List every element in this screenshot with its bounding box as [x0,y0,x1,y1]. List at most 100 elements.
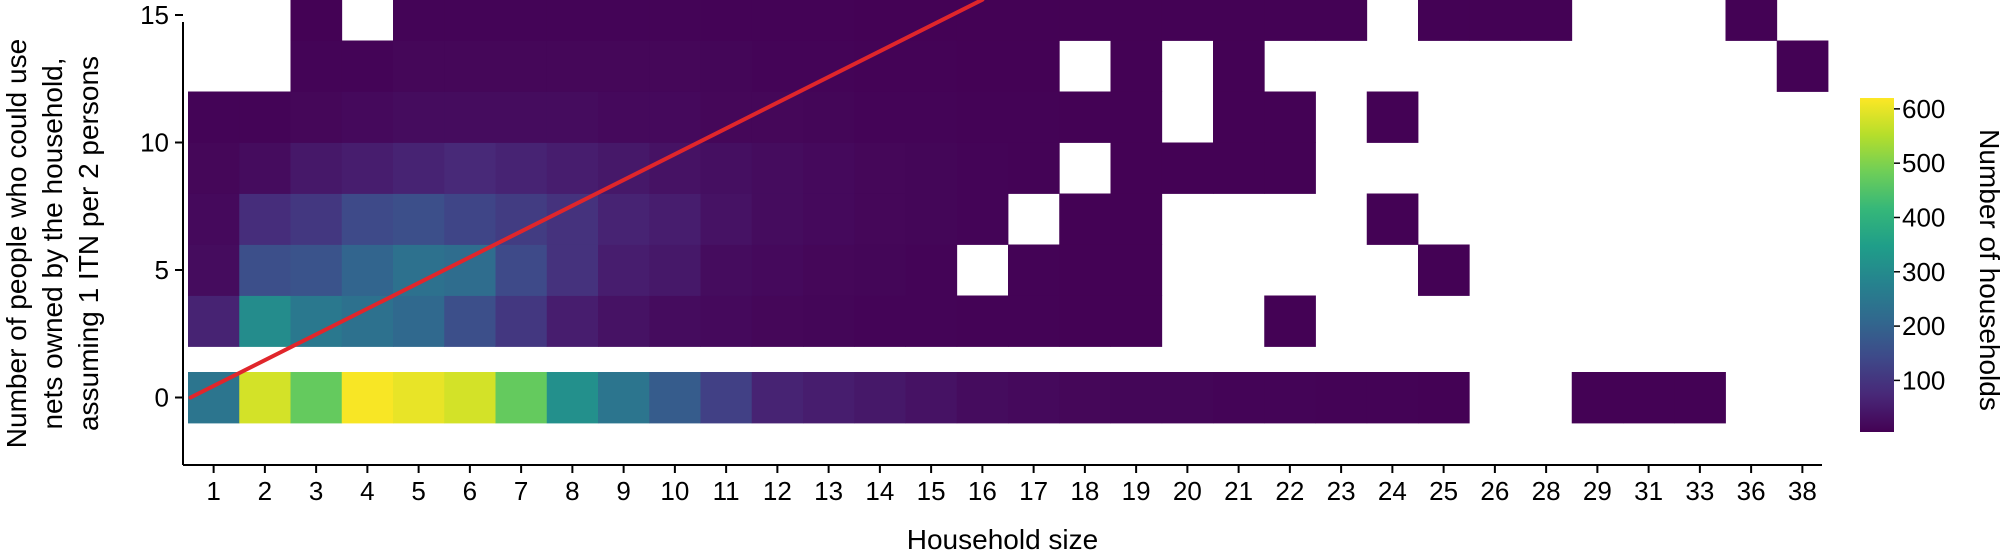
heatmap-cell [700,193,753,245]
heatmap-cell [546,40,599,92]
y-axis-label-line: Number of people who could use [1,39,32,448]
x-tick-label: 18 [1070,476,1099,506]
heatmap-cell [905,40,958,92]
heatmap-cell [598,372,650,424]
heatmap-cell [1059,295,1111,347]
heatmap-cell [598,0,650,41]
heatmap-cell [1008,91,1060,143]
x-tick-label: 15 [917,476,946,506]
heatmap-cell [393,40,445,92]
heatmap-cell [546,0,599,41]
x-tick-label: 12 [763,476,792,506]
heatmap-cell [905,193,958,245]
heatmap-cell [239,193,291,245]
heatmap-cell [239,244,291,296]
x-tick-label: 21 [1224,476,1253,506]
heatmap-cell [546,91,599,143]
heatmap-cell [905,295,958,347]
heatmap-cell [1110,244,1163,296]
x-tick-label: 16 [968,476,997,506]
heatmap-cell [1213,0,1265,41]
heatmap-cell [700,91,753,143]
heatmap-cell [854,91,906,143]
heatmap-cell [341,142,394,194]
heatmap-cell [598,193,650,245]
x-tick-label: 6 [463,476,477,506]
heatmap-cell [1110,0,1163,41]
heatmap-cell [956,0,1009,41]
heatmap-cell [649,0,701,41]
x-tick-label: 23 [1327,476,1356,506]
heatmap-cell [1469,0,1521,41]
heatmap-cell [393,142,445,194]
x-tick-label: 25 [1429,476,1458,506]
heatmap-cell [393,193,445,245]
heatmap-cell [341,91,394,143]
heatmap-cell [290,372,343,424]
heatmap-cell [546,193,599,245]
x-tick-label: 26 [1480,476,1509,506]
heatmap-cell [1110,295,1163,347]
heatmap-cell [1110,372,1163,424]
x-tick-label: 13 [814,476,843,506]
heatmap-cell [1213,40,1265,92]
heatmap-cell [803,244,855,296]
heatmap-cell [956,40,1009,92]
heatmap-cell [495,295,548,347]
heatmap-cell [495,91,548,143]
heatmap-cell [854,193,906,245]
heatmap-cell [1110,142,1163,194]
heatmap-cell [546,295,599,347]
heatmap-cell [239,91,291,143]
heatmap-cell [1059,372,1111,424]
colorbar-tick-label: 100 [1902,365,1945,395]
heatmap-cell [751,142,804,194]
heatmap-cell [188,142,240,194]
x-tick-label: 19 [1122,476,1151,506]
heatmap-cell [905,244,958,296]
heatmap-cell [1008,142,1060,194]
heatmap-cell [803,0,855,41]
y-tick-label: 10 [140,128,169,158]
x-tick-label: 10 [660,476,689,506]
heatmap-cell [1315,0,1368,41]
heatmap-cell [188,91,240,143]
x-tick-label: 17 [1019,476,1048,506]
heatmap-cell [956,142,1009,194]
y-tick-label: 0 [155,383,169,413]
heatmap-cell [546,244,599,296]
y-tick-label: 15 [140,0,169,30]
heatmap-cell [546,372,599,424]
heatmap-cell [495,193,548,245]
heatmap-cell [598,244,650,296]
heatmap-cell [803,91,855,143]
heatmap-cell [803,193,855,245]
heatmap-cell [444,40,496,92]
heatmap-cell [905,91,958,143]
heatmap-cell [1418,0,1470,41]
heatmap-cell [239,372,291,424]
heatmap-cell [751,372,804,424]
heatmap-cell [393,295,445,347]
heatmap-cell [598,91,650,143]
heatmap-cell [1059,244,1111,296]
heatmap-cell [649,372,701,424]
heatmap-cell [1264,372,1316,424]
heatmap-cell [649,244,701,296]
x-tick-label: 9 [616,476,630,506]
heatmap-cell [751,91,804,143]
heatmap-cell [546,142,599,194]
heatmap-cell [1725,0,1778,41]
heatmap-cell [700,40,753,92]
x-tick-label: 24 [1378,476,1407,506]
heatmap-cell [1264,295,1316,347]
heatmap-cell [1008,40,1060,92]
heatmap-cell [854,0,906,41]
heatmap-cell [290,142,343,194]
heatmap-cell [1366,193,1419,245]
heatmap-cell [495,40,548,92]
heatmap-cell [1623,372,1675,424]
x-tick-label: 31 [1634,476,1663,506]
y-axis-label-line: nets owned by the household, [37,57,68,429]
